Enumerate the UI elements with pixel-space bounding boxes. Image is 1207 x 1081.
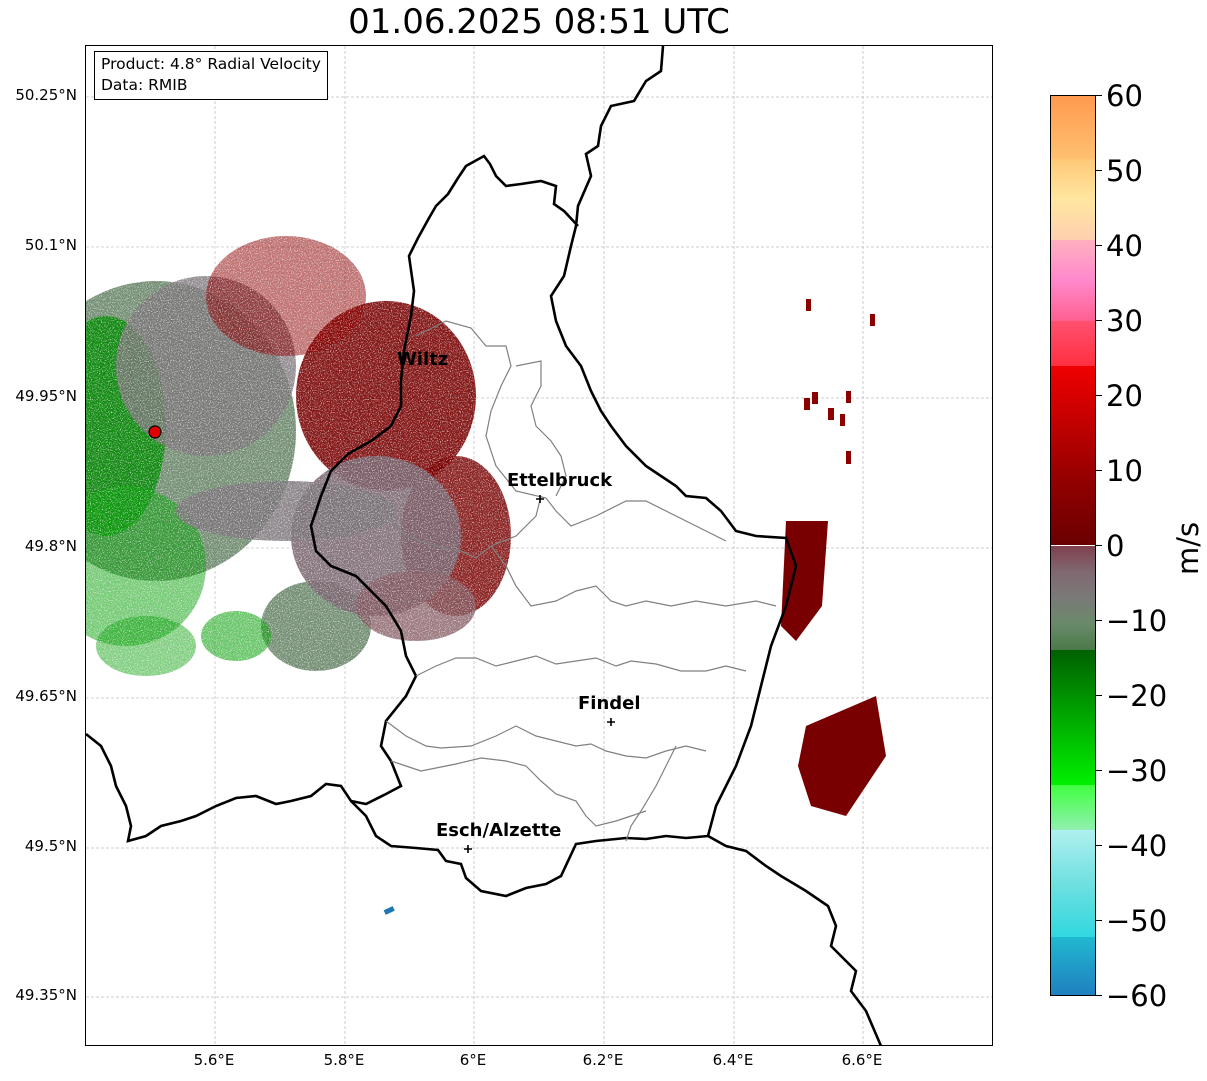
city-label-ettelbruck: Ettelbruck [507,470,613,491]
city-label-findel: Findel [578,693,641,714]
lon-label: 6.2°E [582,1051,624,1069]
small-echo-blue [383,906,395,915]
city-label-esch: Esch/Alzette [436,820,562,841]
colorbar-tick-label: −50 [1106,904,1168,938]
colorbar-tick-label: −60 [1106,979,1168,1013]
colorbar-tick-label: 60 [1106,79,1143,113]
map-title: 01.06.2025 08:51 UTC [348,2,730,42]
product-info-box: Product: 4.8° Radial Velocity Data: RMIB [94,51,328,100]
canton-borders [385,320,777,842]
lat-label: 49.35°N [15,986,77,1004]
colorbar-tick-label: 40 [1106,229,1143,263]
lat-label: 49.95°N [15,387,77,405]
esch-marker [464,845,472,853]
colorbar-tick-label: 50 [1106,154,1143,188]
colorbar-tick-label: 10 [1106,454,1143,488]
colorbar-tick-label: 20 [1106,379,1143,413]
city-markers [464,495,615,853]
ettelbruck-marker [536,495,544,503]
radar-site-marker [148,425,162,439]
colorbar-tick-label: −30 [1106,754,1168,788]
data-source-label: Data: RMIB [101,76,188,94]
colorbar-tick-label: 0 [1106,529,1125,563]
radar-map [85,45,993,1046]
lon-label: 6.6°E [841,1051,883,1069]
lat-label: 49.5°N [24,837,77,855]
lon-label: 5.6°E [193,1051,235,1069]
lat-label: 50.1°N [24,236,77,254]
country-border-south [350,800,709,898]
lat-label: 49.8°N [24,537,77,555]
findel-marker [607,718,615,726]
lon-label: 6.4°E [712,1051,754,1069]
velocity-colorbar [1050,95,1096,996]
country-border [549,46,882,1045]
lat-label: 50.25°N [15,86,77,104]
colorbar-tick-label: −10 [1106,604,1168,638]
city-label-wiltz: Wiltz [397,349,449,370]
colorbar-tick-label: −20 [1106,679,1168,713]
lon-label: 5.8°E [323,1051,365,1069]
product-label: Product: 4.8° Radial Velocity [101,55,321,73]
colorbar-tick-label: 30 [1106,304,1143,338]
lon-label: 6°E [459,1051,487,1069]
radar-texture [86,196,546,716]
map-canvas [86,46,992,1045]
colorbar-tick-label: −40 [1106,829,1168,863]
country-border-west [86,154,579,843]
colorbar-unit-label: m/s [1171,521,1205,575]
lat-label: 49.65°N [15,687,77,705]
